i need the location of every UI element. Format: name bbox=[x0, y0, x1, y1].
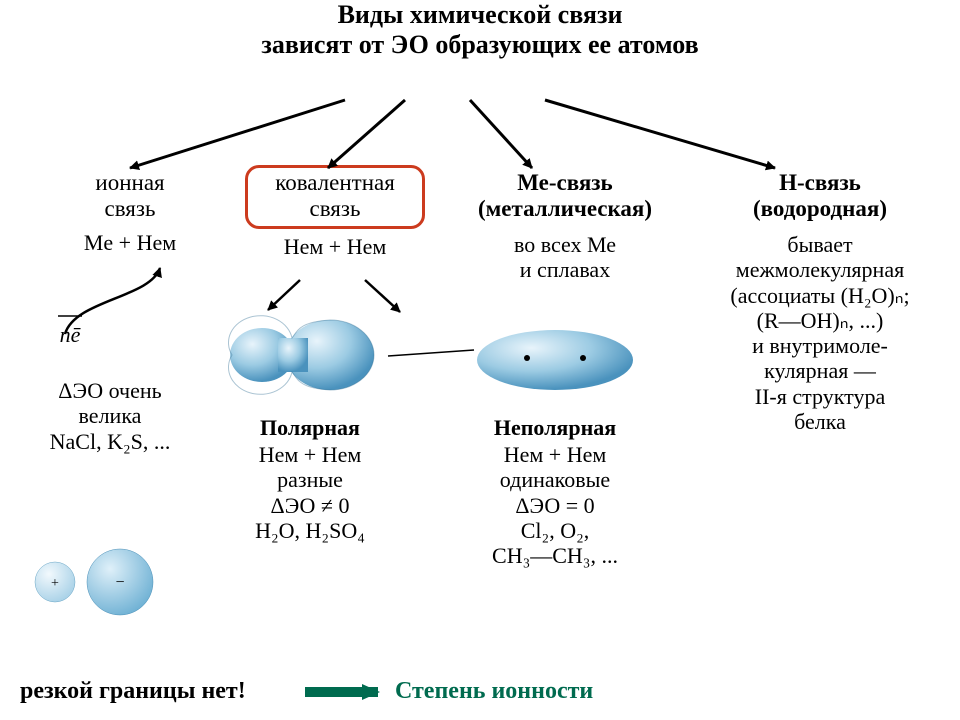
footer-left: резкой границы нет! bbox=[20, 678, 300, 706]
covalent-sub: Нем + Нем bbox=[235, 234, 435, 259]
arrow-cov-polar bbox=[268, 280, 300, 310]
ionic-heading: ионнаясвязь bbox=[30, 170, 230, 223]
metallic-details: во всех Меи сплавах bbox=[450, 232, 680, 283]
ionic-details: ΔЭО оченьвеликаNaCl, K₂S, ... bbox=[10, 378, 210, 454]
footer-right: Степень ионности bbox=[395, 678, 675, 706]
diagram-canvas: Виды химической связи зависят от ЭО обра… bbox=[0, 0, 960, 720]
ion-plus: + bbox=[35, 562, 75, 602]
hydrogen-details: бываетмежмолекулярная(ассоциаты (H₂O)ₙ;(… bbox=[690, 232, 950, 434]
svg-text:+: + bbox=[51, 576, 59, 591]
nonpolar-ellipse bbox=[477, 330, 633, 390]
covalent-heading: ковалентнаясвязь bbox=[235, 170, 435, 223]
title-line1: Виды химической связи bbox=[338, 0, 623, 29]
arrow-to-metallic bbox=[470, 100, 532, 168]
hydrogen-heading: Н-связь(водородная) bbox=[690, 170, 950, 223]
polar-nonpolar-connector bbox=[388, 350, 474, 356]
ion-minus: − bbox=[87, 549, 153, 615]
svg-text:−: − bbox=[115, 574, 124, 591]
arrow-cov-nonpolar bbox=[365, 280, 400, 312]
arrow-to-ionic bbox=[130, 100, 345, 168]
page-title: Виды химической связи зависят от ЭО обра… bbox=[0, 0, 960, 60]
delta-minus: δ− bbox=[322, 346, 352, 367]
polar-heading: Полярная bbox=[210, 415, 410, 440]
title-line2: зависят от ЭО образующих ее атомов bbox=[261, 30, 698, 59]
ionic-sub: Me + Нем bbox=[30, 230, 230, 255]
nonpolar-heading: Неполярная bbox=[440, 415, 670, 440]
ne-label: nē bbox=[30, 322, 110, 347]
arrow-to-covalent bbox=[328, 100, 405, 168]
metallic-heading: Ме-связь(металлическая) bbox=[450, 170, 680, 223]
nonpolar-details: Нем + НемодинаковыеΔЭО = 0Cl₂, O₂,CH₃—CH… bbox=[440, 442, 670, 568]
arrow-to-hydrogen bbox=[545, 100, 775, 168]
delta-plus: δ+ bbox=[245, 346, 275, 367]
polar-details: Нем + НемразныеΔЭО ≠ 0H₂O, H₂SO₄ bbox=[210, 442, 410, 543]
